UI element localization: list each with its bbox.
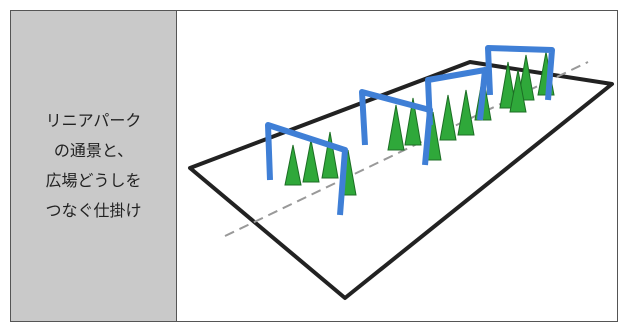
trees <box>285 52 554 195</box>
sketch <box>0 0 624 328</box>
page: リニアパーク の通景と、 広場どうしを つなぐ仕掛け <box>0 0 624 328</box>
